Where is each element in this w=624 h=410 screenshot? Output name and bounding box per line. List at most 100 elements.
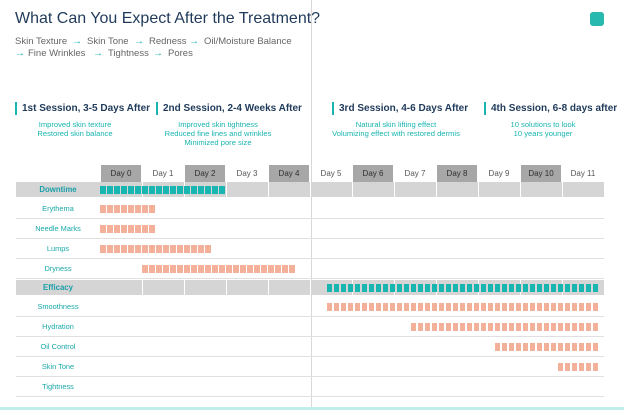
row-bar-segment (375, 303, 382, 311)
group-bar-segment (515, 284, 522, 292)
group-bar-segment (508, 284, 515, 292)
row-bar-segment (592, 303, 599, 311)
group-bar-segment (452, 284, 459, 292)
row-label-hydration: Hydration (42, 322, 74, 331)
row-separator (16, 238, 604, 239)
row-bar-segment (487, 323, 494, 331)
row-bar-segment (128, 205, 134, 213)
row-bar-segment (247, 265, 253, 273)
group-bar-segment (473, 284, 480, 292)
group-bar-segment (205, 186, 211, 194)
row-bar-segment (212, 265, 218, 273)
row-bar-segment (184, 245, 190, 253)
row-bar-segment (515, 323, 522, 331)
row-bar-segment (536, 323, 543, 331)
row-bar-segment (135, 205, 141, 213)
session-benefit: Reduced fine lines and wrinkles (164, 129, 272, 138)
row-bar-segment (431, 303, 438, 311)
session-title-1: 1st Session, 3-5 Days After (22, 103, 151, 114)
session-benefit: 10 years younger (513, 129, 573, 138)
group-bar-segment (501, 284, 508, 292)
group-bar-segment (494, 284, 501, 292)
group-bar-segment (100, 186, 106, 194)
row-separator (16, 316, 604, 317)
row-bar-segment (501, 303, 508, 311)
row-separator (16, 356, 604, 357)
row-bar-segment (438, 303, 445, 311)
group-bar-segment (396, 284, 403, 292)
group-bar-segment (177, 186, 183, 194)
row-bar-segment (163, 245, 169, 253)
row-label-needle-marks: Needle Marks (35, 224, 81, 233)
group-label-downtime: Downtime (39, 185, 77, 194)
row-bar-segment (177, 265, 183, 273)
row-bar-segment (156, 265, 162, 273)
row-bar-segment (128, 225, 134, 233)
row-bar-segment (114, 225, 120, 233)
row-bar-segment (142, 245, 148, 253)
column-divider (226, 182, 227, 197)
row-bar-segment (205, 265, 211, 273)
day-header-7: Day 7 (404, 169, 426, 178)
row-bar-segment (550, 323, 557, 331)
row-bar-segment (121, 205, 127, 213)
row-bar-segment (233, 265, 239, 273)
session-benefit: Restored skin balance (37, 129, 113, 138)
row-bar-segment (543, 343, 550, 351)
row-bar-segment (522, 303, 529, 311)
group-bar-segment (347, 284, 354, 292)
group-bar-segment (424, 284, 431, 292)
row-bar-segment (466, 303, 473, 311)
row-bar-segment (289, 265, 295, 273)
row-bar-segment (135, 245, 141, 253)
session-benefit: Volumizing effect with restored dermis (332, 129, 460, 138)
session-marker (156, 102, 158, 115)
row-bar-segment (417, 323, 424, 331)
row-bar-segment (424, 323, 431, 331)
row-bar-segment (494, 303, 501, 311)
group-bar-segment (191, 186, 197, 194)
row-bar-segment (578, 303, 585, 311)
row-bar-segment (571, 363, 578, 371)
row-bar-segment (550, 303, 557, 311)
row-bar-segment (473, 323, 480, 331)
arrow-right-icon: → (134, 36, 144, 47)
row-bar-segment (578, 363, 585, 371)
column-divider (184, 280, 185, 295)
row-bar-segment (184, 265, 190, 273)
column-divider (562, 182, 563, 197)
row-bar-segment (564, 323, 571, 331)
row-bar-segment (578, 343, 585, 351)
group-bar-segment (368, 284, 375, 292)
row-bar-segment (114, 205, 120, 213)
row-bar-segment (403, 303, 410, 311)
row-bar-segment (564, 363, 571, 371)
row-bar-segment (410, 303, 417, 311)
column-divider (478, 182, 479, 197)
row-bar-segment (142, 265, 148, 273)
row-bar-segment (240, 265, 246, 273)
group-bar-segment (403, 284, 410, 292)
row-bar-segment (564, 303, 571, 311)
row-bar-segment (459, 303, 466, 311)
row-bar-segment (508, 343, 515, 351)
row-separator (16, 376, 604, 377)
row-bar-segment (333, 303, 340, 311)
row-bar-segment (410, 323, 417, 331)
row-bar-segment (480, 323, 487, 331)
row-bar-segment (368, 303, 375, 311)
row-bar-segment (107, 225, 113, 233)
arrow-right-icon: → (72, 36, 82, 47)
arrow-right-icon: → (93, 48, 103, 59)
row-bar-segment (170, 265, 176, 273)
row-bar-segment (515, 303, 522, 311)
row-bar-segment (452, 303, 459, 311)
row-bar-segment (438, 323, 445, 331)
group-bar-segment (135, 186, 141, 194)
row-bar-segment (275, 265, 281, 273)
session-marker (15, 102, 17, 115)
row-bar-segment (191, 265, 197, 273)
session-title-2: 2nd Session, 2-4 Weeks After (163, 103, 302, 114)
group-bar-segment (550, 284, 557, 292)
session-benefit: Natural skin lifting effect (355, 120, 437, 129)
